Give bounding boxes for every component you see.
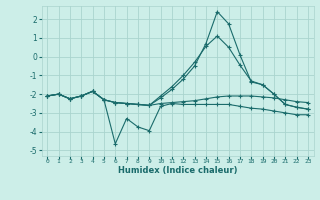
X-axis label: Humidex (Indice chaleur): Humidex (Indice chaleur): [118, 166, 237, 175]
